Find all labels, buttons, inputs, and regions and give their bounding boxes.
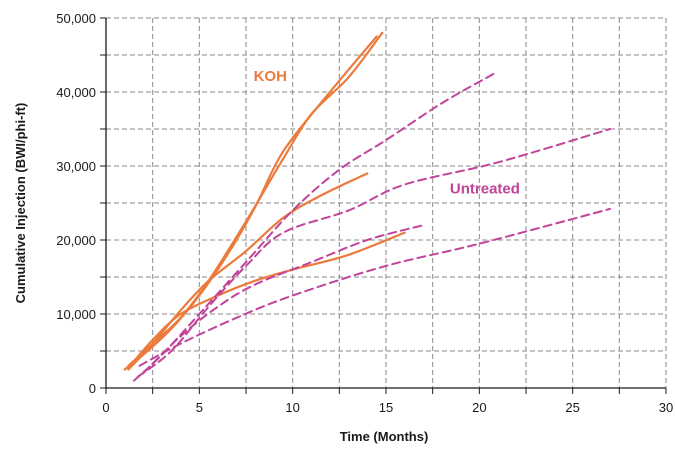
untreated-series-line-8 xyxy=(138,207,611,367)
y-tick-label: 10,000 xyxy=(56,307,96,322)
series-layer xyxy=(123,31,611,382)
y-tick-label: 0 xyxy=(89,381,96,396)
x-tick-label: 5 xyxy=(196,400,203,415)
x-tick-label: 20 xyxy=(472,400,486,415)
x-tick-label: 15 xyxy=(379,400,393,415)
y-tick-label: 50,000 xyxy=(56,11,96,26)
untreated-series-line-5 xyxy=(133,72,496,382)
labels-layer: Time (Months) Cumulative Injection (BWI/… xyxy=(13,68,520,444)
y-tick-label: 40,000 xyxy=(56,85,96,100)
koh-group-label: KOH xyxy=(254,68,287,85)
grid-layer xyxy=(106,17,667,388)
y-tick-label: 30,000 xyxy=(56,159,96,174)
koh-series-line-4 xyxy=(129,231,406,367)
koh-series-line-3 xyxy=(127,172,369,371)
koh-series-line-2 xyxy=(123,35,378,371)
y-axis-title: Cumulative Injection (BWI/phi-ft) xyxy=(13,103,28,304)
x-tick-label: 30 xyxy=(659,400,673,415)
x-axis-title: Time (Months) xyxy=(340,429,429,444)
x-tick-label: 0 xyxy=(102,400,109,415)
untreated-series-line-6 xyxy=(136,128,611,378)
axes-layer: 0 10,000 20,000 30,000 40,000 50,000 0 5 10 15 20 2… xyxy=(56,11,673,415)
y-tick-label: 20,000 xyxy=(56,233,96,248)
x-tick-label: 10 xyxy=(285,400,299,415)
untreated-series-line-7 xyxy=(142,224,425,375)
untreated-group-label: Untreated xyxy=(450,180,520,197)
x-tick-label: 25 xyxy=(565,400,579,415)
